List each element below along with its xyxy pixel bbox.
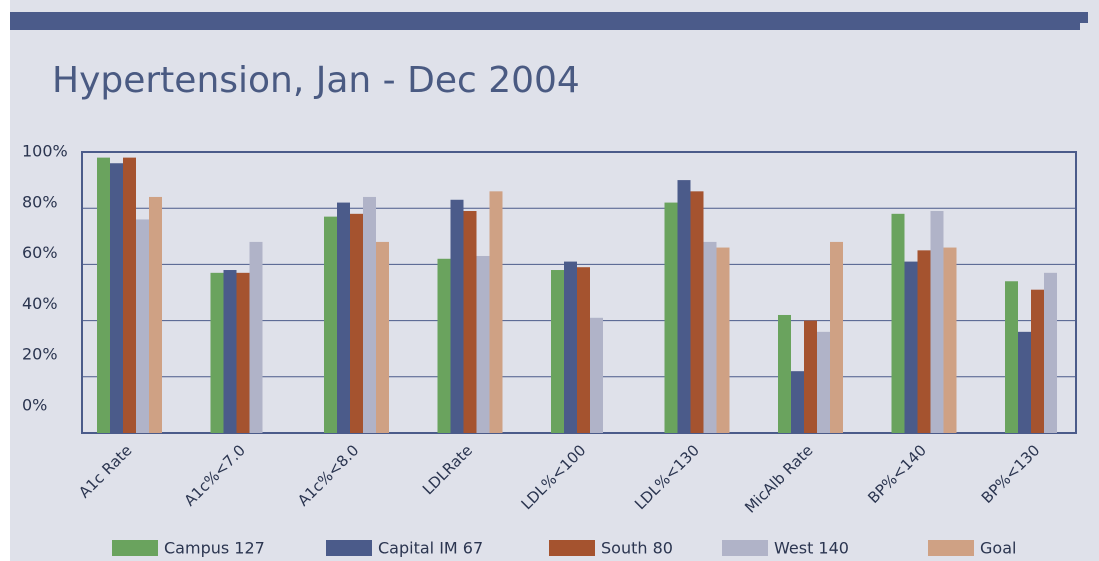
bar (489, 191, 503, 433)
y-tick-label: 60% (22, 243, 58, 262)
legend-swatch (549, 540, 595, 556)
bar (677, 180, 691, 433)
bar (551, 270, 564, 433)
y-tick-label: 40% (22, 294, 58, 313)
bar (1031, 289, 1044, 433)
bar (778, 314, 791, 433)
top-band (10, 12, 1080, 30)
bar (437, 258, 451, 433)
bar (904, 261, 918, 433)
legend-swatch (928, 540, 974, 556)
bar (690, 191, 704, 433)
legend-label: Capital IM 67 (378, 539, 483, 558)
bar (110, 163, 123, 434)
bar (123, 157, 136, 433)
bar (376, 241, 389, 433)
bar (136, 219, 149, 433)
bar (703, 241, 717, 433)
bar (917, 250, 931, 433)
bar (943, 247, 957, 433)
top-band-end (1080, 12, 1088, 23)
legend-label: West 140 (774, 539, 849, 558)
bar (337, 202, 350, 433)
bar (930, 211, 944, 433)
bar (830, 241, 843, 433)
bar (363, 196, 376, 433)
bar (476, 255, 490, 433)
bar (577, 267, 590, 433)
bar (97, 157, 110, 433)
legend-swatch (112, 540, 158, 556)
legend-swatch (722, 540, 768, 556)
bar (891, 213, 905, 433)
bar (149, 196, 162, 433)
chart-title: Hypertension, Jan - Dec 2004 (52, 60, 580, 101)
y-tick-label: 0% (22, 396, 47, 415)
bar (791, 371, 804, 433)
bar (664, 202, 678, 433)
bar (716, 247, 730, 433)
bar (450, 199, 464, 433)
legend-label: Campus 127 (164, 539, 265, 558)
bar (210, 272, 224, 433)
y-tick-label: 80% (22, 192, 58, 211)
bar (236, 272, 250, 433)
bar (463, 211, 477, 433)
bar (223, 270, 237, 433)
bar (324, 216, 337, 433)
bar (249, 241, 263, 433)
y-tick-label: 100% (22, 142, 68, 161)
legend-label: Goal (980, 539, 1016, 558)
legend-label: South 80 (601, 539, 673, 558)
legend-swatch (326, 540, 372, 556)
bar (1018, 331, 1031, 433)
bar (817, 331, 830, 433)
bar (350, 213, 363, 433)
bar (1005, 281, 1018, 433)
bar (590, 317, 603, 433)
y-tick-label: 20% (22, 345, 58, 364)
bar (804, 320, 817, 433)
bar (1044, 272, 1057, 433)
bar (564, 261, 577, 433)
